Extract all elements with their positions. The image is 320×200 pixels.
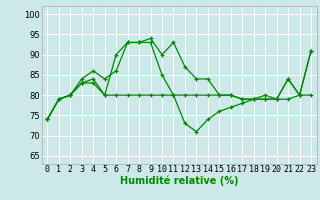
X-axis label: Humidité relative (%): Humidité relative (%) [120, 176, 238, 186]
